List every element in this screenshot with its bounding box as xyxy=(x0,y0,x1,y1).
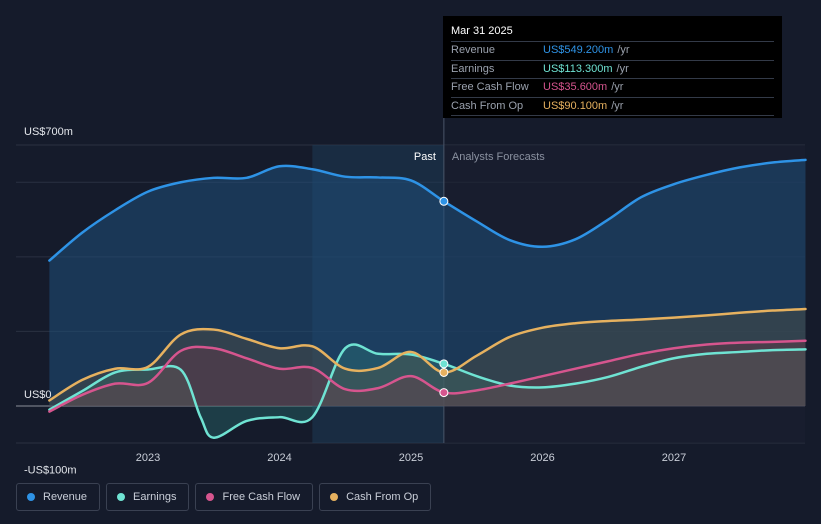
series-area-revenue xyxy=(49,159,806,406)
past-label: Past xyxy=(414,151,436,163)
y-axis-label: US$0 xyxy=(24,389,52,401)
legend-fcf-button[interactable]: Free Cash Flow xyxy=(195,483,314,511)
series-line-cash-from-op xyxy=(48,307,807,402)
tooltip-label: Earnings xyxy=(451,62,495,75)
tooltip-value: US$35.600m xyxy=(543,81,608,93)
legend-revenue-button[interactable]: Revenue xyxy=(16,483,101,511)
legend-label: Cash From Op xyxy=(346,491,419,503)
data-point-marker xyxy=(439,388,449,398)
series-lines xyxy=(48,158,807,439)
series-area-earnings xyxy=(49,344,806,438)
series-line-revenue xyxy=(48,158,807,262)
series-areas xyxy=(49,159,806,438)
tooltip-row-earnings: Earnings US$113.300m /yr xyxy=(451,61,774,79)
y-axis-label: US$700m xyxy=(24,126,73,138)
revenue-dot-icon xyxy=(27,493,35,501)
legend-label: Earnings xyxy=(133,491,177,503)
forecast-label: Analysts Forecasts xyxy=(452,151,545,163)
legend-label: Revenue xyxy=(43,491,88,503)
tooltip-row-fcf: Free Cash Flow US$35.600m /yr xyxy=(451,79,774,98)
data-point-marker xyxy=(439,196,449,206)
x-tick-label: 2027 xyxy=(662,452,686,464)
cfo-dot-icon xyxy=(330,493,339,501)
x-tick-label: 2025 xyxy=(399,452,423,464)
tooltip-unit: /yr xyxy=(616,62,629,75)
tooltip-unit: /yr xyxy=(611,81,624,93)
x-tick-label: 2024 xyxy=(267,452,291,464)
fcf-dot-icon xyxy=(206,493,215,501)
y-axis-label: -US$100m xyxy=(24,464,77,476)
tooltip-label: Revenue xyxy=(451,44,496,56)
earnings-dot-icon xyxy=(117,493,126,501)
legend-label: Free Cash Flow xyxy=(222,491,301,503)
data-point-marker xyxy=(439,359,449,369)
series-line-free-cash-flow xyxy=(48,339,807,413)
series-area-free-cash-flow xyxy=(49,340,806,412)
x-tick-label: 2026 xyxy=(530,452,554,464)
series-area-cash-from-op xyxy=(49,309,806,406)
legend: Revenue Earnings Free Cash Flow Cash Fro… xyxy=(16,483,432,511)
tooltip-value: US$90.100m xyxy=(543,99,608,112)
tooltip-unit: /yr xyxy=(617,44,630,56)
tooltip-label: Free Cash Flow xyxy=(451,81,529,93)
axis-labels: US$700m US$0 -US$100m 2023 2024 2025 2026 2027 P… xyxy=(24,126,686,476)
x-tick-label: 2023 xyxy=(136,452,160,464)
tooltip-value: US$549.200m xyxy=(543,44,614,56)
legend-cfo-button[interactable]: Cash From Op xyxy=(319,483,432,511)
tooltip: Mar 31 2025 Revenue US$549.200m /yr Earn… xyxy=(443,16,782,118)
series-markers xyxy=(439,196,449,398)
legend-earnings-button[interactable]: Earnings xyxy=(106,483,190,511)
tooltip-row-revenue: Revenue US$549.200m /yr xyxy=(451,42,774,61)
tooltip-label: Cash From Op xyxy=(451,99,524,112)
tooltip-value: US$113.300m xyxy=(543,62,613,75)
tooltip-unit: /yr xyxy=(611,99,624,112)
tooltip-date: Mar 31 2025 xyxy=(451,23,774,42)
series-line-earnings xyxy=(48,343,807,439)
tooltip-row-cfo: Cash From Op US$90.100m /yr xyxy=(451,98,774,116)
data-point-marker xyxy=(439,367,449,377)
